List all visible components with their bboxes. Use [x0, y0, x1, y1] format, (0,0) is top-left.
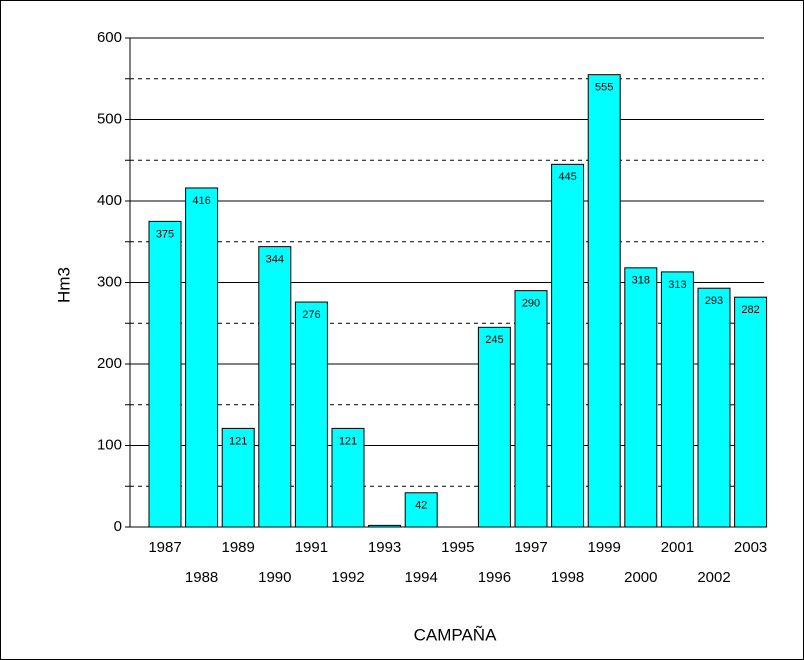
x-tick-label: 1996: [478, 569, 511, 586]
x-tick-label: 1992: [331, 569, 364, 586]
x-axis-title: CAMPAÑA: [414, 625, 497, 644]
x-tick-label: 1995: [441, 539, 474, 556]
y-tick-label: 100: [97, 436, 122, 453]
x-tick-label: 1994: [405, 569, 438, 586]
bar: [734, 296, 768, 528]
value-label: 121: [229, 435, 247, 447]
bar: [331, 427, 365, 528]
value-label: 344: [266, 254, 284, 266]
value-label: 290: [522, 298, 540, 310]
y-tick-label: 600: [97, 29, 122, 46]
x-tick-label: 1987: [148, 539, 181, 556]
value-label: 375: [156, 228, 174, 240]
x-tick-label: 1998: [551, 569, 584, 586]
bar: [185, 187, 219, 528]
y-tick-label: 0: [114, 518, 122, 535]
x-tick-label: 1988: [185, 569, 218, 586]
x-tick-label: 1991: [295, 539, 328, 556]
x-tick-label: 1993: [368, 539, 401, 556]
bar: [624, 267, 658, 528]
value-label: 121: [339, 435, 357, 447]
y-tick-label: 400: [97, 192, 122, 209]
x-tick-label: 1999: [588, 539, 621, 556]
x-tick-label: 2001: [661, 539, 694, 556]
x-tick-label: 1990: [258, 569, 291, 586]
value-label: 416: [192, 195, 210, 207]
value-label: 555: [595, 82, 613, 94]
value-label: 276: [302, 309, 320, 321]
bar: [660, 271, 694, 528]
x-tick-label: 1989: [222, 539, 255, 556]
bar: [368, 524, 402, 528]
bar: [294, 301, 328, 528]
x-tick-label: 2003: [734, 539, 767, 556]
bar: [477, 326, 511, 528]
bar: [258, 246, 292, 528]
bar: [697, 287, 731, 528]
y-tick-label: 500: [97, 110, 122, 127]
value-label: 245: [485, 334, 503, 346]
x-tick-label: 2002: [697, 569, 730, 586]
bar: [404, 492, 438, 528]
bar: [221, 427, 255, 528]
value-label: 445: [558, 171, 576, 183]
bar: [514, 290, 548, 528]
value-label: 282: [741, 304, 759, 316]
value-label: 293: [705, 295, 723, 307]
bar: [148, 220, 182, 528]
y-tick-label: 300: [97, 273, 122, 290]
bar: [587, 74, 621, 528]
x-tick-label: 1997: [514, 539, 547, 556]
value-label: 313: [668, 279, 686, 291]
y-tick-label: 200: [97, 355, 122, 372]
y-axis-title: Hm3: [54, 267, 73, 303]
x-tick-label: 2000: [624, 569, 657, 586]
value-label: 318: [632, 275, 650, 287]
value-label: 42: [415, 500, 427, 512]
bar: [551, 163, 585, 528]
